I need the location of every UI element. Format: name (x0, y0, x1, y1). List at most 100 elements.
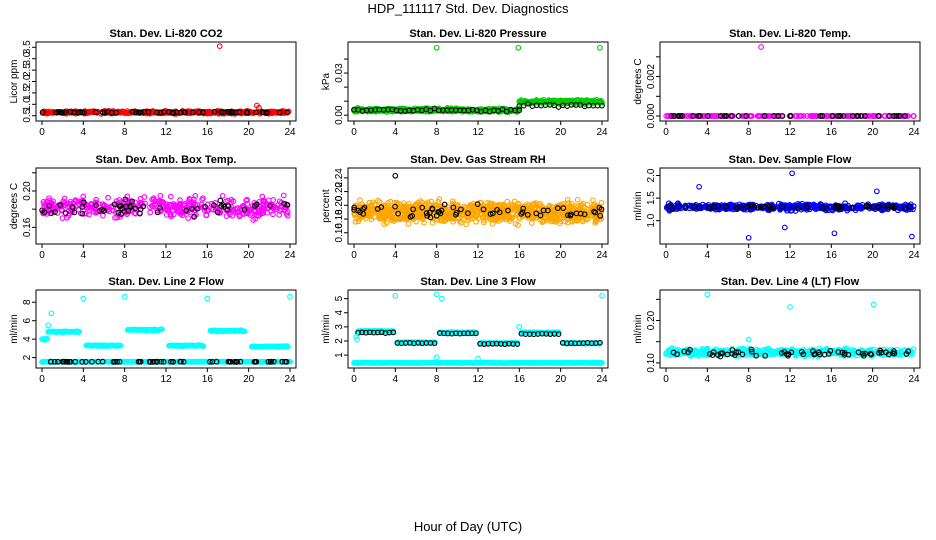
data-point (226, 109, 232, 116)
panel-title: Stan. Dev. Line 4 (LT) Flow (721, 276, 860, 288)
data-point (690, 113, 697, 119)
data-point (409, 213, 415, 219)
data-point (547, 213, 554, 220)
data-point (41, 209, 48, 216)
data-point (39, 109, 46, 115)
data-point (419, 204, 426, 211)
x-tick-label: 24 (908, 374, 920, 385)
data-point (112, 214, 118, 221)
data-point (92, 109, 99, 115)
x-tick-label: 4 (705, 127, 711, 138)
data-point (354, 336, 360, 343)
data-point (135, 109, 142, 116)
x-tick-label: 0 (39, 127, 45, 138)
data-point (781, 224, 788, 231)
x-tick-label: 24 (596, 374, 608, 385)
data-point (127, 203, 133, 210)
x-tick-label: 12 (160, 250, 172, 261)
x-tick-label: 0 (663, 250, 669, 261)
x-tick-label: 20 (555, 127, 567, 138)
data-point (391, 218, 398, 224)
data-point (847, 113, 853, 119)
data-point (46, 109, 53, 116)
data-point (93, 196, 99, 203)
data-point (243, 197, 250, 204)
data-point (214, 209, 221, 216)
data-point (73, 203, 79, 210)
data-point (252, 203, 258, 209)
x-tick-label: 24 (284, 374, 296, 385)
data-point (404, 212, 410, 219)
data-point (817, 113, 823, 119)
data-point (573, 203, 579, 209)
data-point (186, 195, 193, 202)
y-tick-label: 8 (22, 299, 33, 305)
data-point (470, 211, 477, 217)
x-tick-label: 0 (39, 374, 45, 385)
data-point (422, 201, 429, 208)
data-point (265, 197, 272, 204)
data-point (502, 214, 508, 221)
data-point (267, 202, 273, 209)
data-point (253, 109, 259, 116)
data-point (773, 113, 779, 119)
x-tick-label: 16 (202, 250, 214, 261)
data-point (141, 108, 148, 115)
x-tick-label: 20 (555, 374, 567, 385)
x-tick-label: 24 (596, 127, 608, 138)
data-point (554, 205, 561, 211)
data-point (223, 198, 229, 205)
data-point (211, 202, 217, 208)
data-point (675, 113, 682, 119)
data-point (355, 207, 361, 214)
data-point (533, 210, 540, 217)
data-point (849, 113, 856, 119)
data-point (809, 113, 815, 119)
x-tick-label: 4 (705, 250, 711, 261)
data-point (392, 172, 399, 179)
data-point (199, 196, 205, 203)
data-point (533, 201, 540, 208)
data-point (798, 113, 805, 119)
y-tick-label: 0.16 (22, 217, 33, 237)
x-tick-label: 16 (826, 127, 838, 138)
data-point (255, 212, 262, 219)
y-tick-label: 2.0 (22, 74, 33, 88)
y-tick-label: 0.18 (334, 209, 345, 229)
x-tick-label: 8 (434, 127, 440, 138)
data-point (75, 109, 81, 116)
data-point (96, 208, 103, 214)
data-point (864, 113, 871, 119)
x-tick-label: 12 (160, 374, 172, 385)
data-point (572, 215, 579, 222)
data-point (899, 113, 905, 119)
data-point (157, 208, 164, 215)
x-tick-label: 12 (784, 127, 796, 138)
y-tick-label: 2.5 (22, 63, 33, 77)
data-point (423, 210, 430, 216)
data-point (361, 204, 368, 211)
x-tick-label: 20 (243, 374, 255, 385)
data-point (194, 202, 201, 208)
data-point (745, 234, 752, 241)
data-point (579, 218, 586, 225)
panel-4: Stan. Dev. Amb. Box Temp.0 4 8 12 16 20 240.16… (9, 154, 297, 261)
data-point (505, 207, 511, 214)
data-point (525, 100, 531, 107)
data-point (165, 204, 172, 211)
y-tick-label: 1.5 (22, 86, 33, 100)
data-point (823, 113, 829, 119)
data-point (599, 292, 605, 299)
data-points (351, 291, 605, 367)
data-points (663, 170, 917, 241)
data-point (888, 113, 895, 119)
data-point (489, 220, 496, 227)
y-tick-label: 3.0 (22, 51, 33, 65)
data-points (39, 293, 293, 365)
x-tick-label: 16 (514, 127, 526, 138)
data-point (236, 109, 243, 115)
data-point (132, 205, 139, 212)
y-axis-label: ml/min (633, 314, 644, 343)
